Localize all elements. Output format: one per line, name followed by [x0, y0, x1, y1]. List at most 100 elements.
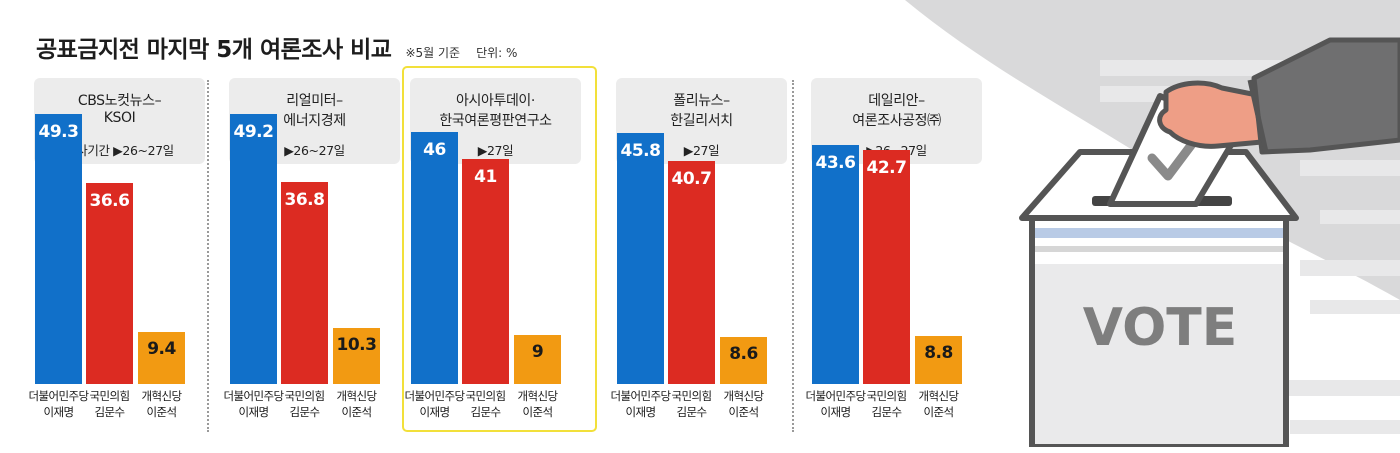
bar-value-label: 49.2	[233, 122, 274, 142]
party-name: 개혁신당	[918, 389, 960, 403]
candidate-name: 이재명	[419, 405, 451, 419]
party-name: 개혁신당	[517, 389, 559, 403]
bar-orange: 8.6	[720, 337, 767, 384]
candidate-name: 김문수	[470, 405, 502, 419]
bar-red: 36.6	[86, 183, 133, 384]
ballot-box-band	[1035, 228, 1283, 238]
party-name: 국민의힘	[465, 389, 507, 403]
candidate-name: 김문수	[289, 405, 321, 419]
pollster-name-line1: 폴리뉴스–	[673, 93, 730, 109]
bar-value-label: 40.7	[671, 169, 712, 189]
bar-value-label: 8.8	[924, 343, 953, 363]
pollster-name-line2: 여론조사공정㈜	[852, 113, 941, 129]
date-note: ※5월 기준	[405, 46, 461, 60]
party-name: 개혁신당	[141, 389, 183, 403]
candidate-name: 김문수	[676, 405, 708, 419]
chart-title: 공표금지전 마지막 5개 여론조사 비교	[36, 37, 392, 63]
title-row: 공표금지전 마지막 5개 여론조사 비교 ※5월 기준 단위: %	[36, 30, 518, 63]
bar-value-label: 42.7	[866, 158, 907, 178]
bar-red: 36.8	[281, 182, 328, 384]
pollster-name-line2: 에너지경제	[283, 113, 346, 129]
panel-separator	[792, 80, 794, 432]
bar-value-label: 10.3	[336, 335, 377, 355]
bar-value-label: 49.3	[38, 122, 79, 142]
party-name: 국민의힘	[866, 389, 908, 403]
bar-blue: 46	[411, 132, 458, 384]
party-name: 개혁신당	[336, 389, 378, 403]
party-name: 더불어민주당	[610, 389, 671, 403]
bar-blue: 43.6	[812, 145, 859, 384]
bar-red: 41	[462, 159, 509, 384]
candidate-name: 이준석	[728, 405, 760, 419]
pollster-name-line1: 데일리안–	[868, 93, 925, 109]
pollster-name-line1: CBS노컷뉴스–	[77, 93, 162, 109]
candidate-name: 이준석	[341, 405, 373, 419]
candidate-name: 이재명	[820, 405, 852, 419]
survey-period: ▶26~27일	[284, 143, 345, 158]
party-name: 국민의힘	[671, 389, 713, 403]
survey-period: 조사기간 ▶26~27일	[65, 143, 174, 158]
bar-value-label: 36.6	[89, 191, 130, 211]
bar-blue: 49.3	[35, 114, 82, 384]
pollster-name-line2: 한국여론평판연구소	[439, 113, 552, 129]
party-name: 더불어민주당	[223, 389, 284, 403]
pollster-name-line2: KSOI	[103, 110, 136, 126]
bar-value-label: 9	[531, 342, 544, 362]
candidate-name: 이준석	[923, 405, 955, 419]
bar-orange: 10.3	[333, 328, 380, 384]
poll-panel: 데일리안–여론조사공정㈜▶26~27일43.6더불어민주당이재명42.7국민의힘…	[803, 66, 998, 432]
survey-period: ▶27일	[477, 143, 514, 158]
pollster-name-line2: 한길리서치	[670, 113, 733, 129]
bar-value-label: 43.6	[815, 153, 856, 173]
bar-red: 40.7	[668, 161, 715, 384]
bar-blue: 49.2	[230, 114, 277, 384]
candidate-name: 김문수	[94, 405, 126, 419]
bar-value-label: 46	[423, 140, 446, 160]
party-name: 더불어민주당	[28, 389, 89, 403]
party-name: 개혁신당	[723, 389, 765, 403]
candidate-name: 이재명	[625, 405, 657, 419]
candidate-name: 이재명	[238, 405, 270, 419]
pollster-header: 폴리뉴스– 한길리서치 ▶27일	[616, 78, 787, 164]
panel-separator	[207, 80, 209, 432]
unit-note: 단위: %	[476, 46, 518, 60]
vote-label: VOTE	[1083, 298, 1238, 358]
candidate-name: 이준석	[146, 405, 178, 419]
bar-orange: 9.4	[138, 332, 185, 384]
bar-value-label: 9.4	[147, 339, 176, 359]
party-name: 국민의힘	[89, 389, 131, 403]
party-name: 더불어민주당	[404, 389, 465, 403]
bar-blue: 45.8	[617, 133, 664, 384]
bar-orange: 8.8	[915, 336, 962, 384]
candidate-name: 이재명	[43, 405, 75, 419]
candidate-label: 국민의힘 김문수	[852, 388, 922, 420]
bar-value-label: 45.8	[620, 141, 661, 161]
candidate-name: 이준석	[522, 405, 554, 419]
pollster-name-line1: 아시아투데이·	[456, 93, 535, 109]
bar-red: 42.7	[863, 150, 910, 384]
bar-value-label: 41	[474, 167, 497, 187]
hand	[1157, 37, 1400, 155]
bar-value-label: 36.8	[284, 190, 325, 210]
party-name: 국민의힘	[284, 389, 326, 403]
bar-value-label: 8.6	[729, 344, 758, 364]
pollster-name-line1: 리얼미터–	[286, 93, 343, 109]
party-name: 더불어민주당	[805, 389, 866, 403]
survey-period: ▶27일	[683, 143, 720, 158]
